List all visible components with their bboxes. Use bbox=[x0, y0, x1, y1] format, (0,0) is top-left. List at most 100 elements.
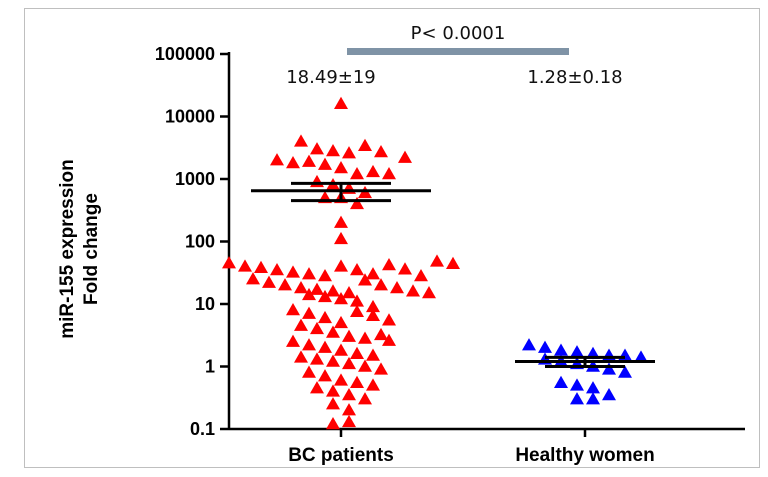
data-point bbox=[358, 138, 372, 152]
data-point bbox=[318, 310, 332, 324]
data-point bbox=[294, 350, 308, 363]
y-axis-title: miR-155 expression Fold change bbox=[57, 159, 102, 339]
data-point bbox=[350, 262, 364, 276]
data-point bbox=[382, 313, 396, 326]
data-point bbox=[374, 145, 388, 158]
y-axis-title-line-1: miR-155 expression bbox=[57, 159, 78, 339]
data-point bbox=[334, 343, 348, 356]
x-category-labels: BC patients Healthy women bbox=[288, 445, 654, 466]
data-point bbox=[246, 272, 260, 285]
data-point bbox=[382, 258, 396, 271]
data-point bbox=[286, 334, 300, 347]
data-point bbox=[366, 267, 380, 280]
data-point bbox=[342, 387, 356, 401]
data-point bbox=[570, 345, 584, 358]
data-point bbox=[522, 338, 536, 351]
data-point bbox=[358, 273, 372, 286]
data-point bbox=[342, 146, 356, 159]
data-point bbox=[326, 354, 340, 367]
data-point bbox=[334, 373, 348, 386]
data-point bbox=[278, 278, 292, 291]
data-point bbox=[302, 365, 316, 378]
data-point bbox=[326, 384, 340, 397]
data-point bbox=[302, 338, 316, 351]
data-point bbox=[318, 157, 332, 170]
y-axis-title-line-2: Fold change bbox=[81, 193, 102, 305]
data-point bbox=[318, 369, 332, 382]
data-point bbox=[334, 231, 348, 245]
data-point bbox=[358, 359, 372, 372]
data-point bbox=[602, 387, 616, 401]
data-point bbox=[366, 299, 380, 313]
data-point bbox=[334, 96, 348, 109]
data-point bbox=[366, 164, 380, 178]
data-point bbox=[430, 254, 444, 267]
data-points bbox=[222, 96, 648, 430]
data-point bbox=[350, 294, 364, 307]
data-point bbox=[602, 348, 616, 361]
data-point bbox=[302, 154, 316, 167]
data-point bbox=[326, 397, 340, 410]
data-point bbox=[374, 362, 388, 375]
data-point bbox=[634, 350, 648, 363]
data-point bbox=[342, 414, 356, 428]
data-point bbox=[334, 215, 348, 228]
data-point bbox=[554, 375, 568, 388]
data-point bbox=[342, 403, 356, 416]
data-point bbox=[302, 306, 316, 319]
data-point bbox=[618, 348, 632, 361]
data-point bbox=[366, 378, 380, 391]
data-point bbox=[286, 303, 300, 316]
data-point bbox=[414, 269, 428, 282]
data-point bbox=[398, 262, 412, 275]
data-point bbox=[358, 331, 372, 344]
data-point bbox=[398, 150, 412, 163]
data-point bbox=[342, 356, 356, 370]
data-point bbox=[570, 378, 584, 391]
group-label-bc: 18.49±19 bbox=[286, 67, 376, 88]
data-point bbox=[294, 134, 308, 147]
data-point bbox=[286, 156, 300, 169]
data-point bbox=[350, 304, 364, 318]
data-point bbox=[366, 348, 380, 361]
data-point bbox=[302, 267, 316, 280]
data-point bbox=[586, 381, 600, 394]
significance-bar bbox=[347, 48, 569, 55]
significance-label: P< 0.0001 bbox=[411, 23, 506, 44]
data-point bbox=[270, 153, 284, 166]
data-point bbox=[334, 315, 348, 329]
data-point bbox=[286, 265, 300, 278]
data-point bbox=[310, 321, 324, 335]
data-point bbox=[350, 167, 364, 180]
data-point bbox=[310, 174, 324, 188]
data-point bbox=[374, 278, 388, 291]
data-point bbox=[310, 142, 324, 155]
y-tick-label: 100000 bbox=[155, 44, 215, 64]
chart-frame: miR-155 expression Fold change 0.1 1 10 100… bbox=[24, 8, 760, 468]
data-point bbox=[334, 259, 348, 272]
data-point bbox=[318, 340, 332, 353]
x-tick-label: BC patients bbox=[288, 445, 394, 466]
data-point bbox=[318, 289, 332, 303]
data-point bbox=[382, 333, 396, 346]
data-point bbox=[366, 308, 380, 321]
data-point bbox=[238, 259, 252, 272]
axes bbox=[227, 52, 745, 437]
data-point bbox=[326, 144, 340, 157]
y-tick-label: 1 bbox=[205, 357, 215, 377]
data-point bbox=[586, 392, 600, 405]
y-tick-label: 100 bbox=[185, 232, 215, 252]
data-point bbox=[326, 417, 340, 430]
data-point bbox=[310, 381, 324, 394]
data-point bbox=[270, 262, 284, 276]
data-point bbox=[350, 346, 364, 359]
y-tick-label: 10 bbox=[195, 294, 215, 314]
data-point bbox=[538, 340, 552, 353]
y-tick-label: 10000 bbox=[165, 107, 215, 127]
data-point bbox=[254, 260, 268, 274]
data-point bbox=[342, 329, 356, 342]
group-label-healthy: 1.28±0.18 bbox=[527, 67, 622, 88]
data-point bbox=[294, 318, 308, 331]
data-point bbox=[602, 362, 616, 375]
data-point bbox=[326, 325, 340, 338]
